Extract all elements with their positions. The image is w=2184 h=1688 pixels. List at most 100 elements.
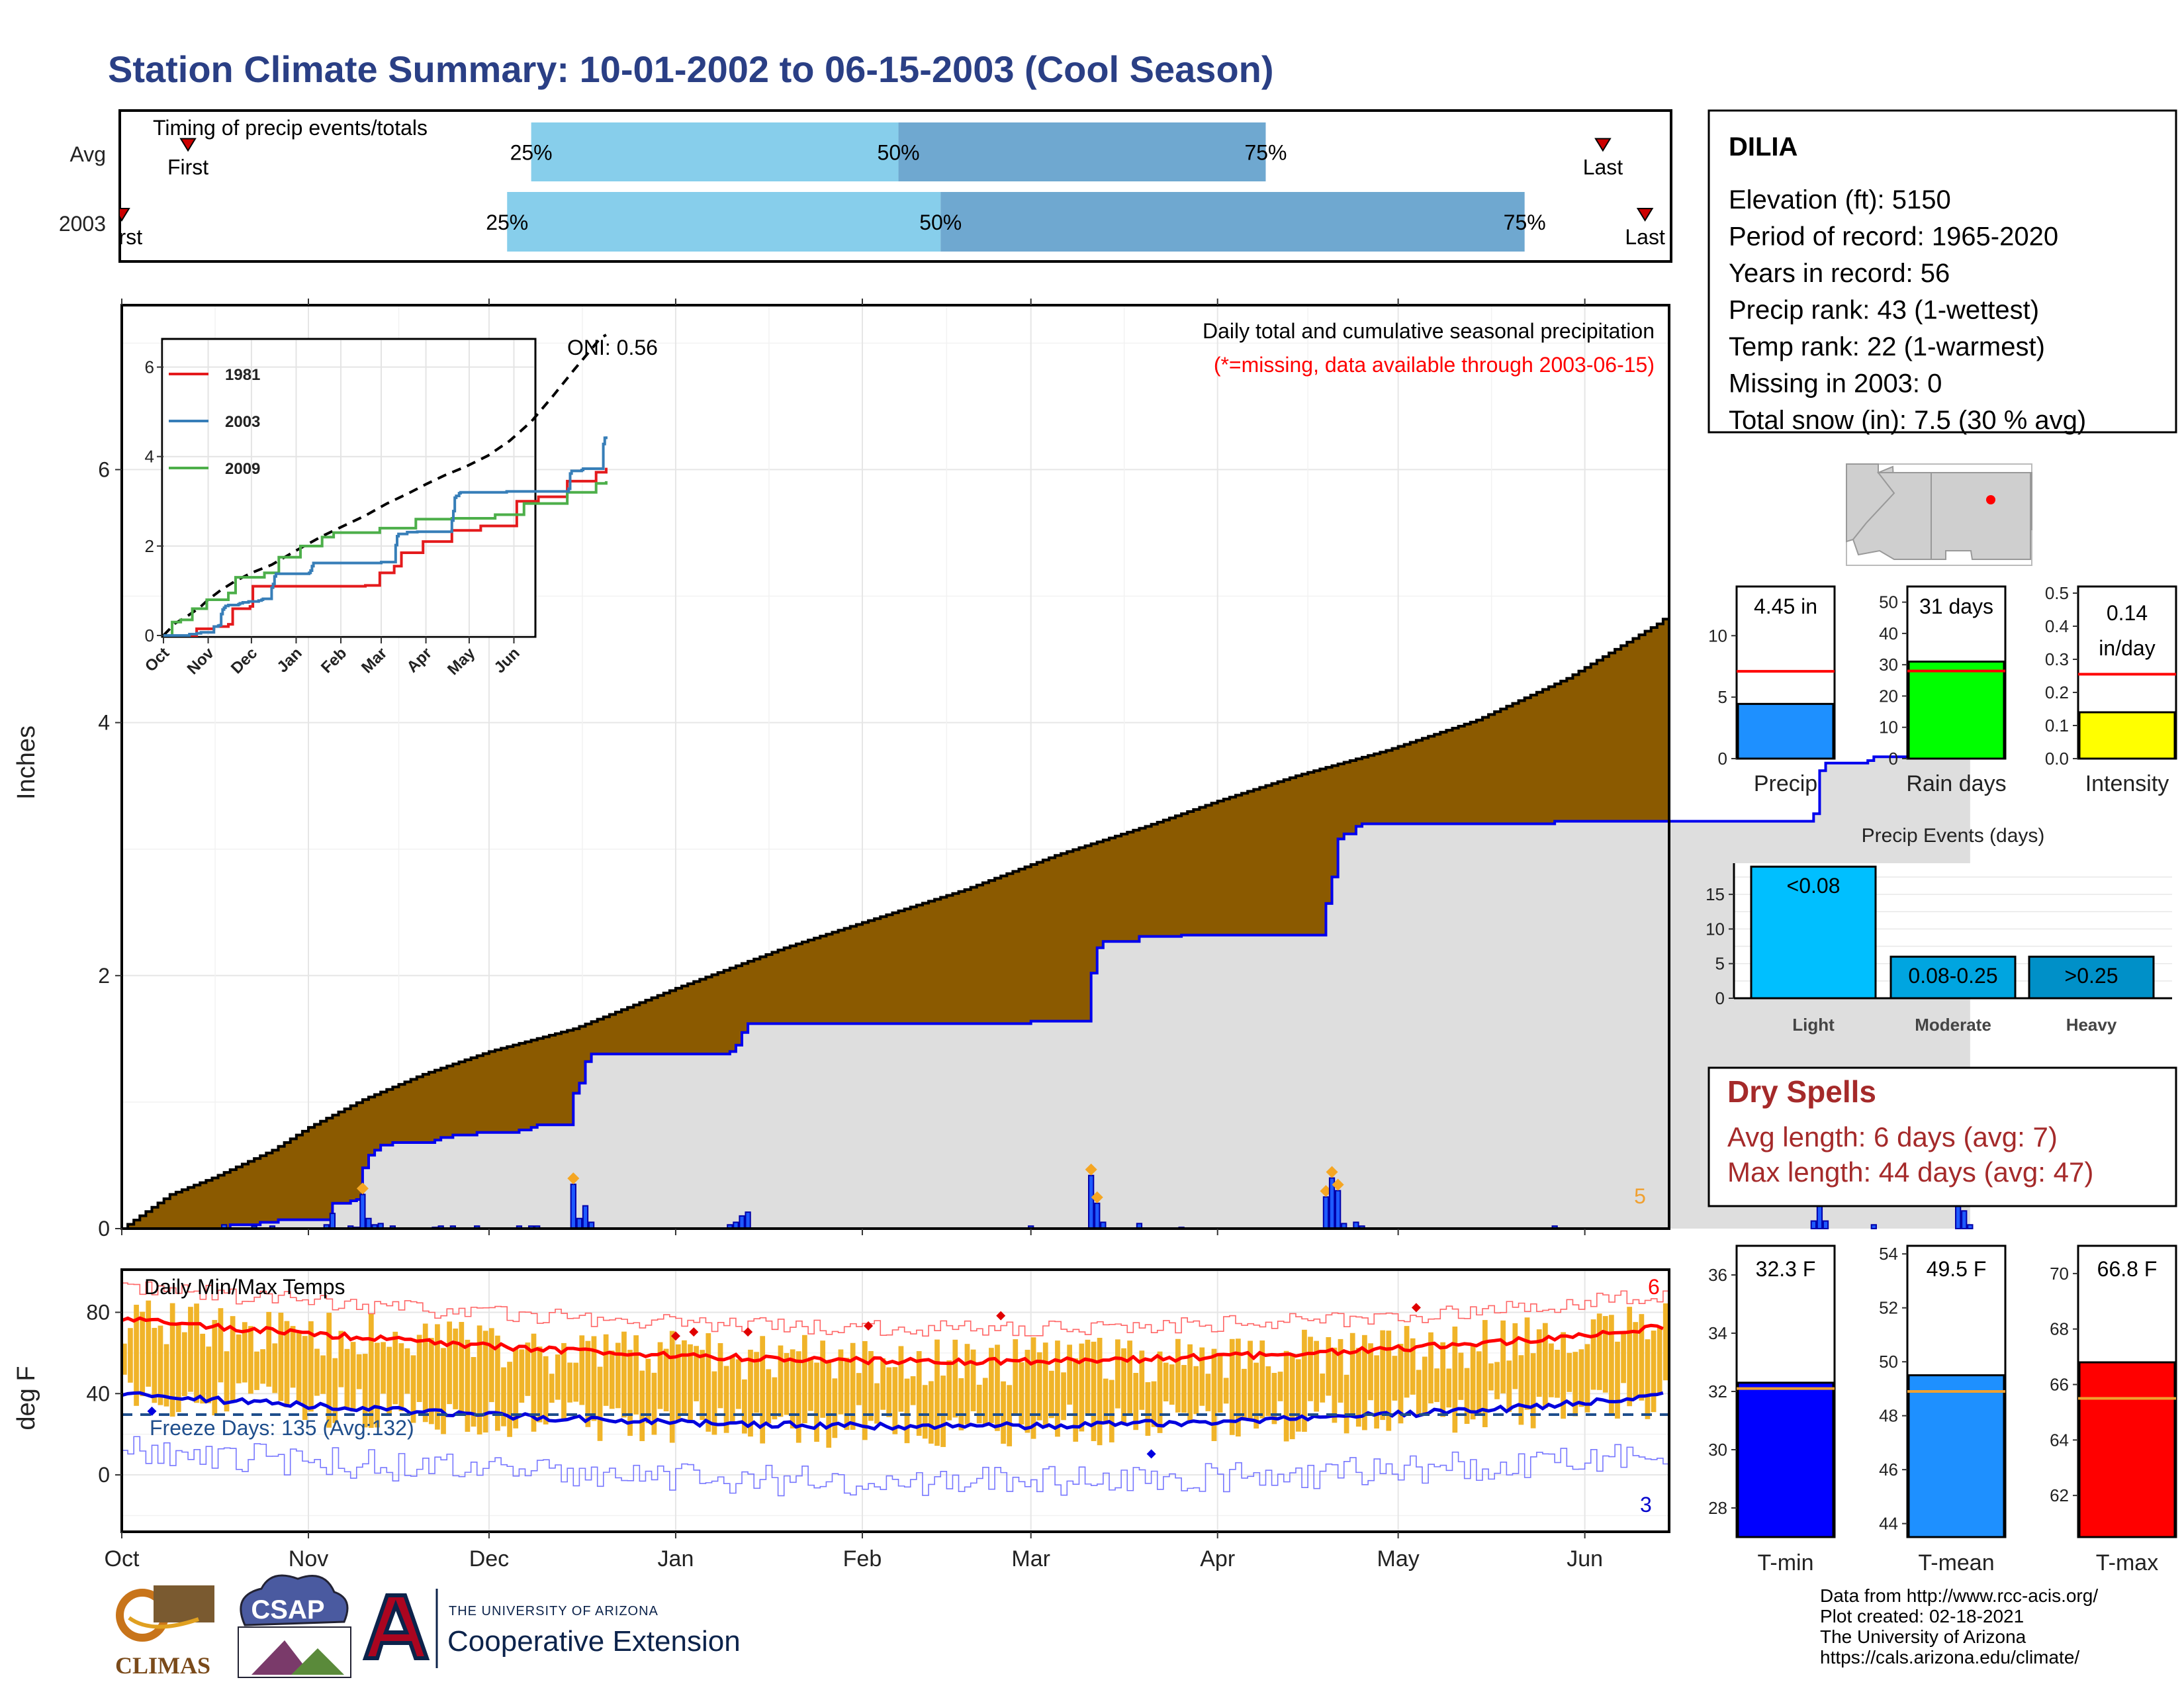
- daily-temp-bar: [128, 1328, 133, 1383]
- daily-temp-bar: [200, 1333, 205, 1404]
- daily-temp-bar: [1567, 1352, 1572, 1392]
- daily-temp-bar: [140, 1311, 146, 1397]
- daily-temp-bar: [1302, 1329, 1307, 1432]
- daily-temp-bar: [874, 1383, 880, 1424]
- heavy-precip-marker: [1091, 1191, 1103, 1203]
- daily-temp-bar: [368, 1314, 374, 1429]
- daily-temp-bar: [175, 1323, 181, 1413]
- daily-temp-bar: [585, 1340, 591, 1427]
- daily-temp-bar: [531, 1333, 537, 1432]
- record-low-marker: [147, 1406, 157, 1416]
- record-high-marker: [743, 1327, 753, 1337]
- temp-bar-value-label: 49.5 F: [1927, 1257, 1987, 1281]
- daily-temp-bar: [1139, 1350, 1145, 1410]
- daily-temp-bar: [826, 1361, 832, 1448]
- daily-temp-bar: [1283, 1350, 1289, 1442]
- dry-spells-title: Dry Spells: [1727, 1074, 1876, 1109]
- daily-temp-bar: [447, 1321, 452, 1405]
- daily-temp-bar: [1422, 1356, 1428, 1416]
- daily-temp-bar: [1157, 1351, 1163, 1433]
- daily-temp-bar: [549, 1374, 555, 1403]
- daily-temp-bar: [929, 1381, 934, 1444]
- daily-precip-bar: [1335, 1190, 1342, 1230]
- inset-legend-label: 1981: [225, 366, 260, 384]
- mini-bar-ytick-label: 0: [1889, 749, 1898, 769]
- daily-temp-bar: [1121, 1348, 1126, 1424]
- daily-precip-bar: [1967, 1224, 1974, 1229]
- daily-temp-bar: [1362, 1335, 1367, 1430]
- daily-temp-bar: [471, 1357, 477, 1427]
- daily-temp-bar: [1326, 1336, 1332, 1396]
- precip-events-ytick-label: 10: [1706, 919, 1725, 939]
- daily-temp-bar: [495, 1335, 500, 1431]
- daily-temp-bar: [579, 1335, 585, 1405]
- temp-bar-ytick-label: 30: [1708, 1440, 1727, 1460]
- daily-temp-bar: [266, 1311, 272, 1387]
- climas-logo-text: CLIMAS: [115, 1652, 210, 1679]
- daily-temp-bar: [320, 1355, 326, 1394]
- logos: CLIMAS CSAP THE UNIVERSITY OF ARIZONA Co…: [115, 1574, 741, 1679]
- daily-temp-bar: [1500, 1320, 1506, 1393]
- daily-temp-bar: [260, 1349, 265, 1384]
- temp-bar-ytick-label: 70: [2050, 1264, 2069, 1284]
- timing-p25-label: 25%: [510, 141, 553, 165]
- month-axis: Oct Nov Dec Jan Feb Mar Apr May Jun: [105, 1532, 1603, 1571]
- daily-temp-bar: [603, 1334, 609, 1406]
- daily-precip-bar: [1088, 1174, 1095, 1230]
- heavy-precip-marker: [567, 1172, 580, 1185]
- daily-temp-bar: [1470, 1346, 1476, 1420]
- inset-legend-label: 2009: [225, 460, 260, 478]
- timing-bar-early: [507, 192, 941, 252]
- mini-bar-label: Precip: [1754, 771, 1817, 796]
- figure-title: Station Climate Summary: 10-01-2002 to 0…: [108, 48, 1274, 90]
- daily-temp-bar: [1314, 1340, 1319, 1412]
- precip-events-chart: Precip Events (days) <0.08 Light 0.08-0.25…: [1706, 825, 2172, 1035]
- daily-temp-bar: [609, 1350, 615, 1409]
- daily-temp-bar: [705, 1333, 711, 1432]
- daily-temp-bar: [1536, 1329, 1542, 1397]
- temp-bar-ytick-label: 54: [1879, 1244, 1898, 1264]
- daily-temp-bar: [669, 1331, 675, 1443]
- temp-bar-value: [1907, 1374, 2005, 1538]
- daily-temp-bar: [892, 1367, 898, 1434]
- mini-bar-ytick-label: 40: [1879, 624, 1898, 643]
- avg-cumulative-line: [122, 614, 1670, 1230]
- daily-temp-bar: [838, 1349, 844, 1415]
- daily-temp-bar: [169, 1303, 175, 1417]
- mini-bar-label: Intensity: [2085, 771, 2169, 796]
- daily-temp-bar: [675, 1344, 681, 1421]
- temp-bar-ytick-label: 32: [1708, 1382, 1727, 1401]
- daily-temp-bar: [633, 1335, 639, 1415]
- daily-temp-bar: [1374, 1355, 1379, 1429]
- daily-temp-bar: [1036, 1352, 1042, 1421]
- daily-temp-bar: [1115, 1339, 1120, 1409]
- footer: Data from http://www.rcc-acis.org/ Plot …: [1820, 1585, 2098, 1667]
- daily-temp-bar: [1343, 1374, 1349, 1434]
- timing-p50-label: 50%: [919, 211, 962, 234]
- inset-line-1981: [163, 467, 608, 637]
- daily-temp-bar: [1476, 1351, 1482, 1415]
- temp-bar-ytick-label: 34: [1708, 1323, 1727, 1343]
- daily-temp-bar: [1097, 1338, 1103, 1446]
- daily-temp-bar: [748, 1349, 753, 1437]
- daily-precip-bar: [329, 1213, 336, 1229]
- daily-temp-bar: [766, 1369, 772, 1424]
- daily-temp-bar: [230, 1316, 236, 1401]
- daily-temp-bar: [332, 1358, 338, 1423]
- daily-temp-bar: [729, 1357, 735, 1422]
- timing-bar-late: [940, 192, 1525, 252]
- daily-temp-bar: [513, 1348, 519, 1429]
- map-new-mexico: [1931, 472, 2031, 560]
- station-location-dot: [1986, 495, 1995, 504]
- precip-ytick-label: 6: [98, 457, 110, 481]
- mini-bar-ytick-label: 0.1: [2045, 716, 2069, 735]
- station-detail-line: Precip rank: 43 (1-wettest): [1729, 296, 2039, 325]
- daily-temp-bar: [435, 1324, 440, 1430]
- daily-temp-bar: [375, 1342, 380, 1428]
- temp-bar-ytick-label: 62: [2050, 1485, 2069, 1505]
- month-label: May: [1377, 1546, 1420, 1571]
- month-label: Feb: [843, 1546, 882, 1571]
- daily-temp-bar: [1248, 1340, 1253, 1421]
- daily-precip-bar: [1322, 1196, 1330, 1230]
- heavy-precip-marker: [1326, 1166, 1338, 1178]
